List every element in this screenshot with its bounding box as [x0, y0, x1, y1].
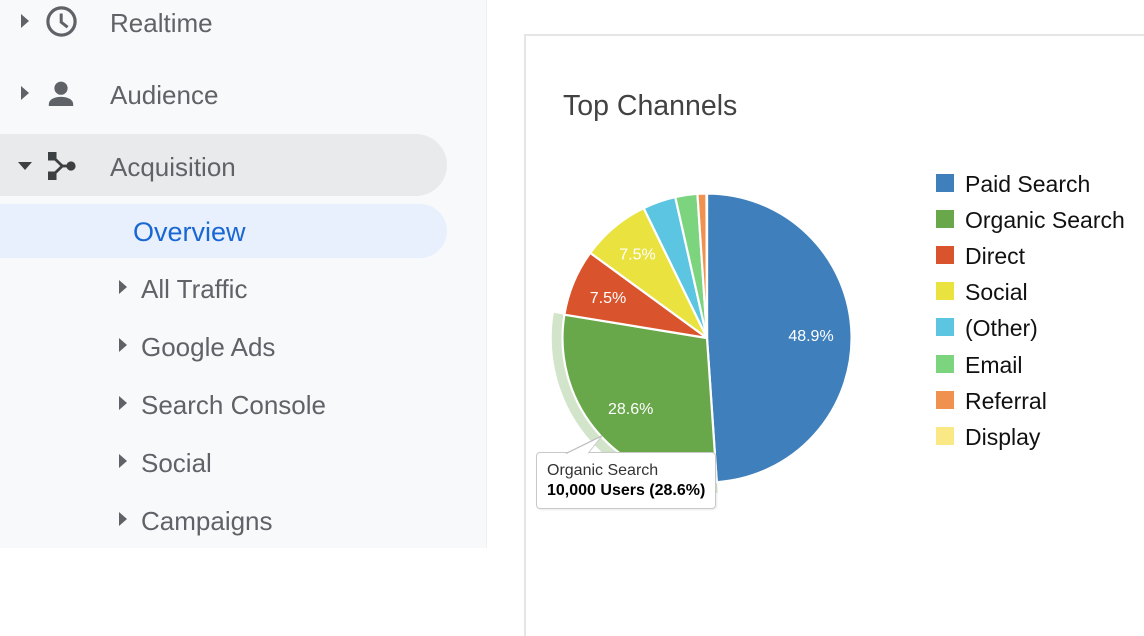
svg-text:48.9%: 48.9%	[788, 328, 833, 345]
svg-text:7.5%: 7.5%	[619, 247, 655, 264]
svg-text:7.5%: 7.5%	[590, 290, 626, 307]
svg-text:28.6%: 28.6%	[608, 401, 653, 418]
